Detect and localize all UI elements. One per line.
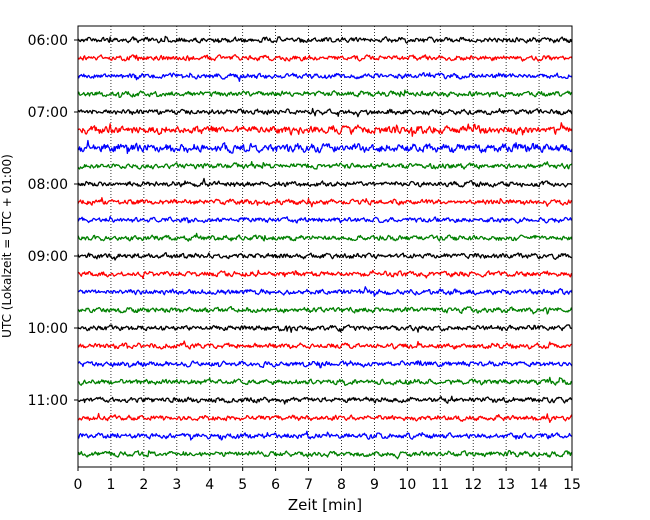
x-tick-label-13: 13 (497, 477, 515, 493)
x-tick-label-6: 6 (271, 477, 280, 493)
y-tick-label-4: 10:00 (28, 321, 68, 337)
y-axis-ticks: 06:00 07:00 08:00 09:00 10:00 11:00 (28, 33, 78, 409)
x-tick-label-0: 0 (74, 477, 83, 493)
y-tick-label-5: 11:00 (28, 393, 68, 409)
trace-1000 (77, 324, 573, 333)
trace-0645 (77, 89, 573, 99)
plot-frame (77, 25, 573, 468)
x-tick-label-4: 4 (205, 477, 214, 493)
trace-0915 (77, 269, 573, 280)
trace-0830 (77, 215, 573, 224)
trace-1115 (77, 412, 573, 424)
x-tick-label-15: 15 (563, 477, 581, 493)
x-tick-label-8: 8 (337, 477, 346, 493)
y-axis-label: UTC (Lokalzeit = UTC + 01:00) (0, 154, 14, 338)
x-tick-label-1: 1 (106, 477, 115, 493)
trace-0945 (77, 305, 573, 315)
trace-1030 (77, 360, 573, 369)
trace-0930 (77, 286, 573, 297)
trace-0900 (77, 252, 573, 261)
x-tick-label-7: 7 (304, 477, 313, 493)
x-tick-label-9: 9 (370, 477, 379, 493)
trace-1015 (77, 340, 573, 350)
seismic-traces (77, 35, 573, 460)
trace-0715 (77, 122, 573, 137)
x-tick-label-12: 12 (464, 477, 482, 493)
y-tick-label-1: 07:00 (28, 105, 68, 121)
y-tick-label-2: 08:00 (28, 177, 68, 193)
trace-0730 (77, 139, 573, 155)
trace-1045 (77, 376, 573, 386)
trace-0700 (77, 107, 573, 118)
x-tick-label-5: 5 (238, 477, 247, 493)
y-tick-label-0: 06:00 (28, 33, 68, 49)
trace-0845 (77, 232, 573, 242)
trace-1100 (77, 395, 573, 405)
trace-1145 (77, 449, 573, 460)
trace-0800 (77, 177, 573, 188)
x-axis-ticks: 0 1 2 3 4 5 6 7 8 9 10 11 12 13 14 15 (74, 467, 581, 493)
x-tick-label-3: 3 (172, 477, 181, 493)
trace-0745 (77, 160, 573, 170)
x-tick-label-10: 10 (398, 477, 416, 493)
trace-0600 (77, 35, 573, 44)
x-tick-label-14: 14 (530, 477, 548, 493)
trace-0815 (77, 197, 573, 208)
trace-0615 (77, 54, 573, 62)
x-tick-label-11: 11 (431, 477, 449, 493)
x-tick-label-2: 2 (139, 477, 148, 493)
trace-0630 (77, 72, 573, 82)
x-axis-label: Zeit [min] (288, 496, 362, 514)
trace-1130 (77, 430, 573, 441)
y-tick-label-3: 09:00 (28, 249, 68, 265)
